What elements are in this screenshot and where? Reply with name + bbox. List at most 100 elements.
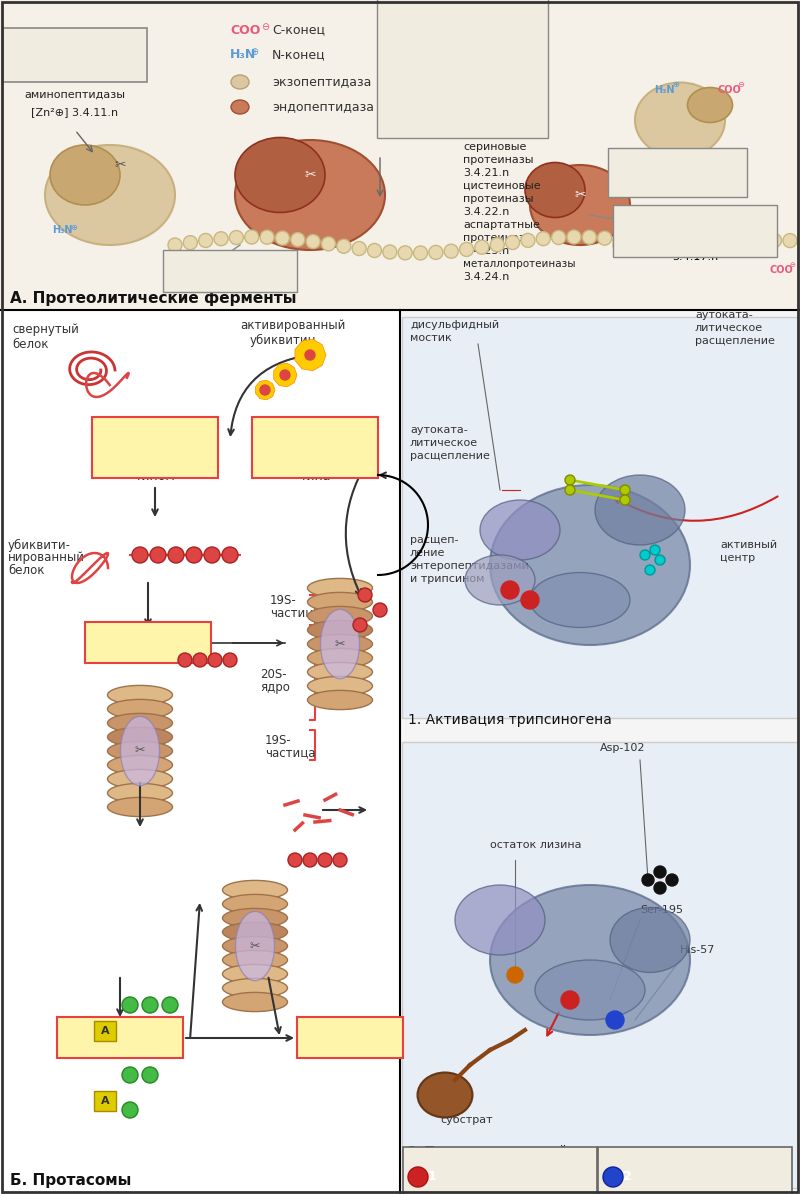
Circle shape [642, 874, 654, 886]
Ellipse shape [465, 555, 535, 605]
Circle shape [178, 653, 192, 667]
Circle shape [122, 997, 138, 1013]
Circle shape [675, 229, 689, 244]
Polygon shape [256, 380, 275, 400]
Circle shape [142, 997, 158, 1013]
Text: A: A [101, 1096, 110, 1106]
Circle shape [603, 1167, 623, 1187]
Text: протеиназы: протеиназы [463, 233, 534, 244]
Circle shape [260, 384, 270, 395]
Circle shape [186, 547, 202, 564]
Text: [Zn²⊕] 3.4.13.n: [Zn²⊕] 3.4.13.n [634, 180, 721, 190]
Circle shape [459, 242, 474, 257]
Circle shape [306, 234, 320, 248]
Text: убикви-: убикви- [130, 456, 181, 469]
Circle shape [536, 232, 550, 246]
Circle shape [565, 475, 575, 485]
Circle shape [565, 485, 575, 496]
Circle shape [767, 234, 782, 247]
Ellipse shape [222, 909, 287, 928]
Text: ✂: ✂ [574, 187, 586, 202]
Circle shape [629, 235, 642, 250]
Text: H₃N: H₃N [52, 224, 73, 235]
Circle shape [598, 232, 612, 245]
Text: карбокси-: карбокси- [666, 227, 724, 236]
Ellipse shape [222, 923, 287, 942]
Circle shape [222, 547, 238, 564]
Text: ядро: ядро [260, 682, 290, 695]
Ellipse shape [235, 911, 274, 980]
Circle shape [475, 240, 489, 254]
Circle shape [398, 246, 412, 260]
Circle shape [444, 245, 458, 258]
Circle shape [367, 244, 382, 258]
Ellipse shape [530, 165, 630, 245]
Circle shape [507, 967, 523, 983]
Circle shape [305, 350, 315, 361]
Text: 1: 1 [428, 1170, 436, 1183]
Text: COO: COO [770, 265, 794, 275]
Text: ✂: ✂ [334, 638, 346, 651]
Text: ✂: ✂ [134, 745, 146, 757]
Text: и трипсином: и трипсином [410, 574, 485, 584]
Ellipse shape [222, 965, 287, 984]
Circle shape [606, 1011, 624, 1029]
Text: дисульфидный: дисульфидный [410, 320, 499, 330]
Ellipse shape [107, 727, 173, 746]
FancyBboxPatch shape [608, 148, 747, 197]
Circle shape [414, 246, 427, 260]
Circle shape [373, 603, 387, 617]
Text: металлопротеиназы: металлопротеиназы [463, 259, 575, 269]
Circle shape [640, 550, 650, 560]
Text: аутоката-: аутоката- [695, 310, 753, 320]
FancyBboxPatch shape [403, 1147, 597, 1194]
Ellipse shape [635, 82, 725, 158]
Text: Asp-102: Asp-102 [600, 743, 646, 753]
Circle shape [275, 232, 290, 245]
Circle shape [168, 238, 182, 252]
Circle shape [752, 233, 766, 247]
Text: нированный: нированный [8, 552, 85, 565]
Text: H₃N: H₃N [654, 85, 674, 96]
Text: сериновые: сериновые [463, 142, 526, 152]
Text: ✂: ✂ [114, 158, 126, 172]
Text: 19S-: 19S- [265, 733, 292, 746]
Text: ление: ление [410, 548, 446, 558]
Ellipse shape [480, 500, 560, 560]
Bar [0, 0, 800, 310]
Text: убиквитин: убиквитин [250, 333, 316, 346]
Text: белок: белок [8, 565, 45, 578]
Text: частица: частица [265, 746, 315, 759]
Text: энтеропептидаза: энтеропептидаза [445, 1167, 548, 1177]
Text: ⊖: ⊖ [789, 261, 795, 267]
Text: 3.4.21.n: 3.4.21.n [463, 168, 510, 178]
Ellipse shape [107, 769, 173, 788]
Text: экзопептидаза: экзопептидаза [272, 75, 371, 88]
Circle shape [613, 238, 627, 252]
Circle shape [358, 587, 372, 602]
Text: свернутый: свернутый [12, 324, 79, 337]
Circle shape [353, 618, 367, 632]
Text: 1. Активация трипсиногена: 1. Активация трипсиногена [408, 713, 612, 727]
Text: тина: тина [299, 469, 330, 482]
FancyBboxPatch shape [57, 1017, 183, 1058]
Ellipse shape [307, 676, 373, 696]
Text: субстрат: субстрат [440, 1115, 493, 1125]
Circle shape [552, 230, 566, 245]
Text: тином: тином [134, 469, 175, 482]
Ellipse shape [307, 690, 373, 709]
Circle shape [214, 232, 228, 246]
Ellipse shape [107, 741, 173, 761]
Text: деградация: деградация [308, 1032, 392, 1045]
FancyBboxPatch shape [252, 417, 378, 478]
Text: расщеп-: расщеп- [410, 535, 458, 544]
Ellipse shape [107, 756, 173, 775]
Text: эндопептидаза: эндопептидаза [272, 100, 374, 113]
FancyBboxPatch shape [94, 1021, 116, 1041]
Circle shape [567, 230, 581, 244]
Text: ✂: ✂ [304, 168, 316, 181]
Circle shape [644, 233, 658, 247]
Ellipse shape [595, 475, 685, 544]
Polygon shape [274, 363, 297, 387]
Text: Б. Протасомы: Б. Протасомы [10, 1173, 131, 1188]
